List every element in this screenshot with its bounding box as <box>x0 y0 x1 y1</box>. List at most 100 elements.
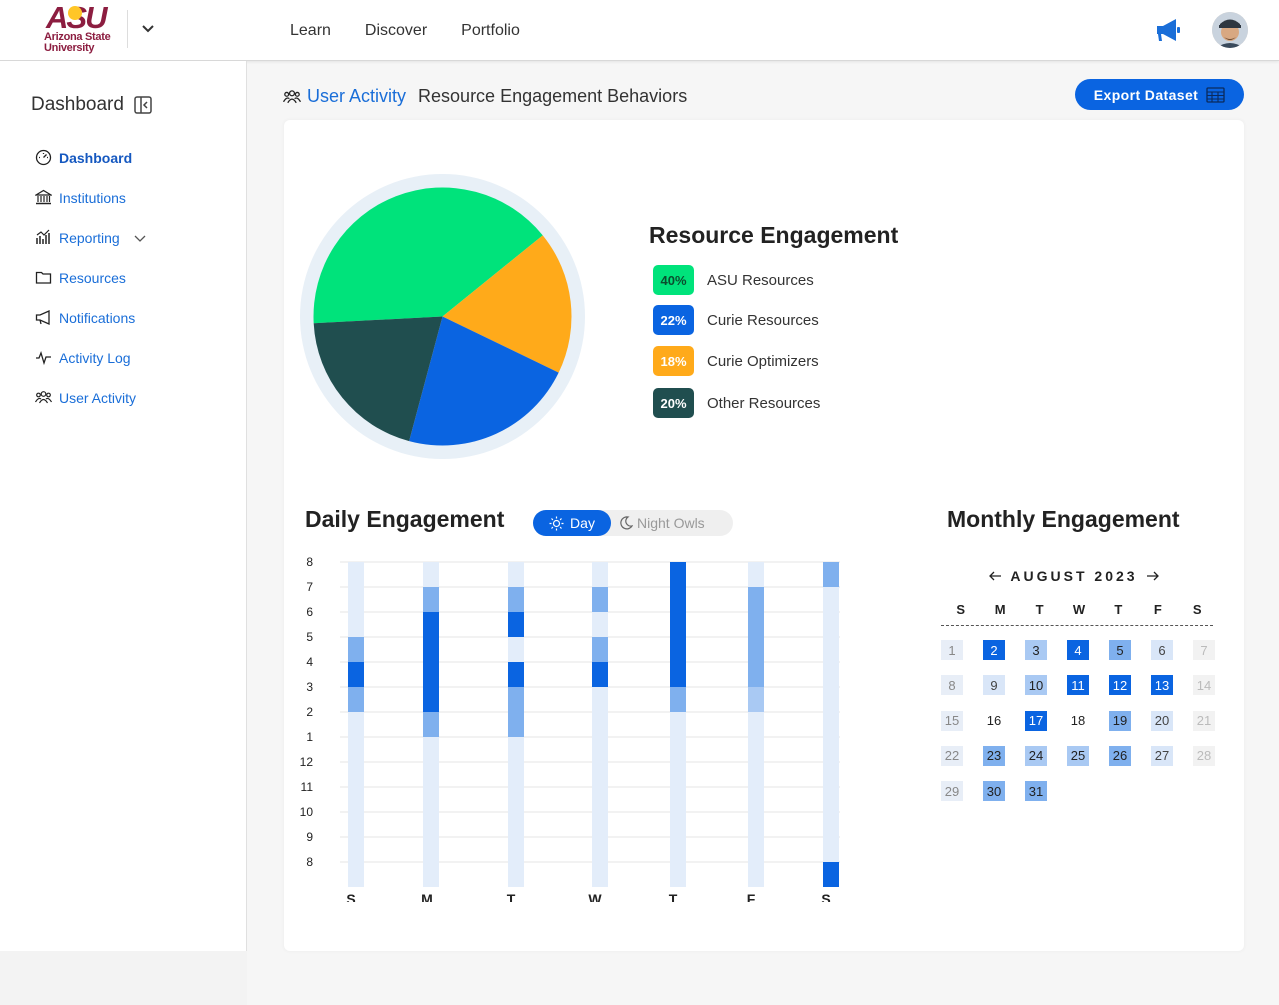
heat-cell <box>423 612 439 637</box>
heat-cell <box>423 787 439 812</box>
heat-cell <box>508 587 524 612</box>
y-tick-label: 3 <box>306 680 313 694</box>
toggle-night-button[interactable]: Night Owls <box>619 510 705 536</box>
calendar-day[interactable]: 29 <box>941 781 963 802</box>
calendar-day[interactable]: 30 <box>983 781 1005 802</box>
heat-cell <box>823 587 839 612</box>
calendar-day[interactable]: 25 <box>1067 745 1089 766</box>
calendar-day[interactable]: 11 <box>1067 675 1089 696</box>
calendar-day[interactable]: 7 <box>1193 640 1215 660</box>
sidebar-item-reporting[interactable]: Reporting <box>35 229 147 246</box>
calendar-day[interactable]: 1 <box>941 640 963 660</box>
y-tick-label: 10 <box>300 805 313 819</box>
calendar-day[interactable]: 24 <box>1025 745 1047 766</box>
heat-cell <box>670 562 686 587</box>
calendar-day[interactable]: 28 <box>1193 745 1215 766</box>
calendar-day[interactable]: 14 <box>1193 675 1215 696</box>
calendar-day[interactable]: 3 <box>1025 640 1047 660</box>
calendar-day[interactable]: 2 <box>983 640 1005 660</box>
heat-cell <box>592 737 608 762</box>
calendar-day[interactable]: 20 <box>1151 710 1173 731</box>
y-tick-label: 12 <box>300 755 313 769</box>
heat-cell <box>423 712 439 737</box>
heat-cell <box>348 587 364 612</box>
calendar-day[interactable]: 16 <box>986 713 1002 729</box>
calendar-day[interactable]: 18 <box>1070 713 1086 729</box>
calendar-day[interactable]: 31 <box>1025 781 1047 802</box>
sidebar-item-notifications[interactable]: Notifications <box>35 309 135 326</box>
heat-cell <box>748 862 764 887</box>
heat-cell <box>508 712 524 737</box>
heat-cell <box>592 837 608 862</box>
collapse-sidebar-icon[interactable] <box>134 96 152 114</box>
calendar-day[interactable]: 6 <box>1151 640 1173 660</box>
arrow-right-icon[interactable] <box>1146 569 1160 583</box>
heat-cell <box>670 837 686 862</box>
heat-cell <box>423 862 439 887</box>
heat-cell <box>348 687 364 712</box>
asu-logo[interactable]: ASU Arizona State University <box>44 2 124 58</box>
nav-portfolio[interactable]: Portfolio <box>461 22 520 39</box>
legend-badge: 18% <box>653 346 694 376</box>
heat-cell <box>670 687 686 712</box>
heat-cell <box>592 587 608 612</box>
heat-cell <box>748 587 764 612</box>
calendar-day[interactable]: 10 <box>1025 675 1047 696</box>
sidebar-item-activity-log[interactable]: Activity Log <box>35 349 131 366</box>
heat-cell <box>823 837 839 862</box>
legend-item: 22% Curie Resources <box>653 305 819 335</box>
heat-cell <box>423 737 439 762</box>
y-tick-label: 4 <box>306 655 313 669</box>
megaphone-icon <box>35 309 50 326</box>
sidebar-item-user-activity[interactable]: User Activity <box>35 389 136 406</box>
calendar-day[interactable]: 9 <box>983 675 1005 696</box>
calendar-day[interactable]: 5 <box>1109 640 1131 660</box>
heat-cell <box>592 812 608 837</box>
legend-item: 18% Curie Optimizers <box>653 346 819 376</box>
heat-cell <box>823 812 839 837</box>
toggle-day-button[interactable]: Day <box>533 510 611 536</box>
arrow-left-icon[interactable] <box>988 569 1002 583</box>
export-dataset-button[interactable]: Export Dataset <box>1075 79 1244 110</box>
megaphone-icon[interactable] <box>1154 17 1182 43</box>
sidebar-item-dashboard[interactable]: Dashboard <box>35 149 132 166</box>
calendar-day[interactable]: 19 <box>1109 710 1131 731</box>
heat-cell <box>748 562 764 587</box>
heat-cell <box>592 637 608 662</box>
sidebar-item-resources[interactable]: Resources <box>35 269 126 286</box>
calendar-day[interactable]: 23 <box>983 745 1005 766</box>
heat-cell <box>670 662 686 687</box>
avatar[interactable] <box>1212 12 1248 48</box>
heat-cell <box>348 787 364 812</box>
heat-cell <box>348 712 364 737</box>
heat-cell <box>508 562 524 587</box>
calendar-day[interactable]: 13 <box>1151 675 1173 696</box>
calendar-day[interactable]: 4 <box>1067 640 1089 660</box>
chevron-down-icon[interactable] <box>133 231 147 245</box>
heat-cell <box>823 612 839 637</box>
sun-icon <box>549 516 564 530</box>
users-icon <box>283 89 301 103</box>
calendar-day[interactable]: 22 <box>941 745 963 766</box>
calendar-day[interactable]: 26 <box>1109 745 1131 766</box>
nav-learn[interactable]: Learn <box>290 22 331 39</box>
chevron-down-icon[interactable] <box>140 20 156 36</box>
nav-discover[interactable]: Discover <box>364 22 428 39</box>
calendar-day[interactable]: 27 <box>1151 745 1173 766</box>
calendar-day[interactable]: 21 <box>1193 710 1215 731</box>
heat-cell <box>823 762 839 787</box>
avatar-image <box>1212 12 1248 48</box>
sidebar-item-institutions[interactable]: Institutions <box>35 189 126 206</box>
calendar-day[interactable]: 12 <box>1109 675 1131 696</box>
chart-icon <box>36 229 50 244</box>
heat-cell <box>823 562 839 587</box>
calendar-day[interactable]: 8 <box>941 675 963 696</box>
top-bar: ASU Arizona State University Learn Disco… <box>0 0 1279 61</box>
calendar-day[interactable]: 15 <box>941 710 963 731</box>
sidebar-item-label: Resources <box>59 269 126 286</box>
weekday-label: W <box>1072 602 1086 617</box>
weekday-label: M <box>994 602 1006 617</box>
calendar-day[interactable]: 17 <box>1025 710 1047 731</box>
breadcrumb-section[interactable]: User Activity <box>307 86 407 106</box>
calendar-month-label: AUGUST 2023 <box>1010 568 1138 584</box>
